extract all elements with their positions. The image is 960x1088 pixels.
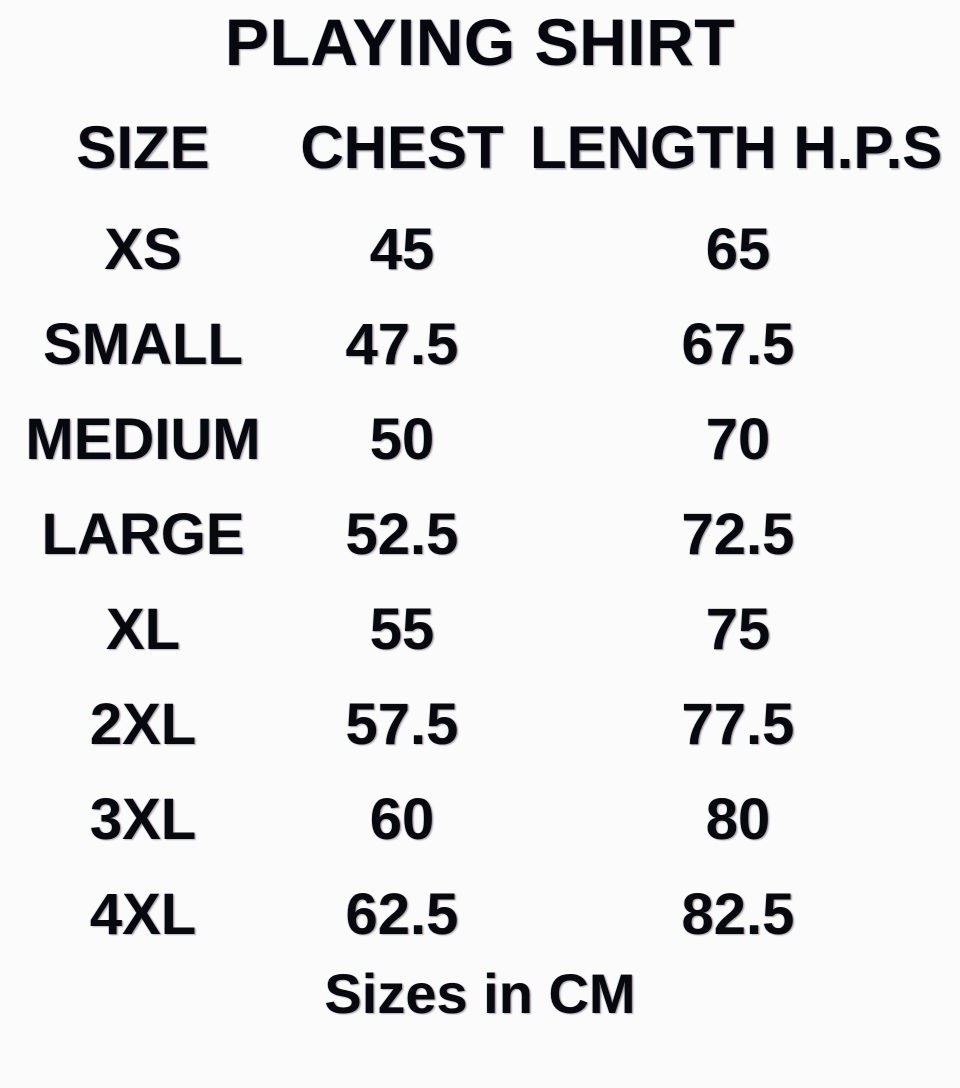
cell-size: 4XL: [89, 882, 197, 947]
cell-size: XS: [104, 217, 182, 282]
cell-length: 80: [705, 787, 771, 852]
table-row: XS 45 65: [0, 202, 960, 297]
cell-size: 3XL: [89, 787, 197, 852]
footer-note: Sizes in CM: [324, 962, 636, 1025]
cell-size: LARGE: [41, 502, 245, 567]
cell-length: 67.5: [681, 312, 795, 377]
cell-chest: 47.5: [345, 312, 459, 377]
cell-length: 72.5: [681, 502, 795, 567]
table-row: LARGE 52.5 72.5: [0, 487, 960, 582]
table-body: XS 45 65 SMALL 47.5 67.5 MEDIUM 50 70 LARGE 52.5 72…: [0, 202, 960, 962]
cell-size: XL: [105, 597, 181, 662]
column-header-chest: CHEST: [300, 114, 504, 181]
cell-chest: 45: [369, 217, 435, 282]
page-title: PLAYING SHIRT: [224, 5, 736, 79]
cell-length: 82.5: [681, 882, 795, 947]
cell-size: 2XL: [89, 692, 197, 757]
table-row: 3XL 60 80: [0, 772, 960, 867]
table-row: 2XL 57.5 77.5: [0, 677, 960, 772]
cell-size: MEDIUM: [25, 407, 261, 472]
cell-chest: 52.5: [345, 502, 459, 567]
cell-chest: 60: [369, 787, 435, 852]
table-row: XL 55 75: [0, 582, 960, 677]
column-header-size: SIZE: [76, 114, 210, 181]
cell-chest: 50: [369, 407, 435, 472]
cell-length: 70: [705, 407, 771, 472]
cell-length: 65: [705, 217, 771, 282]
table-header-row: SIZE CHEST LENGTH H.P.S: [0, 112, 960, 184]
cell-chest: 57.5: [345, 692, 459, 757]
cell-chest: 55: [369, 597, 435, 662]
table-row: 4XL 62.5 82.5: [0, 867, 960, 962]
table-row: SMALL 47.5 67.5: [0, 297, 960, 392]
cell-length: 75: [705, 597, 771, 662]
table-row: MEDIUM 50 70: [0, 392, 960, 487]
cell-size: SMALL: [43, 312, 243, 377]
column-header-length-hps: LENGTH H.P.S: [530, 114, 943, 181]
cell-chest: 62.5: [345, 882, 459, 947]
cell-length: 77.5: [681, 692, 795, 757]
